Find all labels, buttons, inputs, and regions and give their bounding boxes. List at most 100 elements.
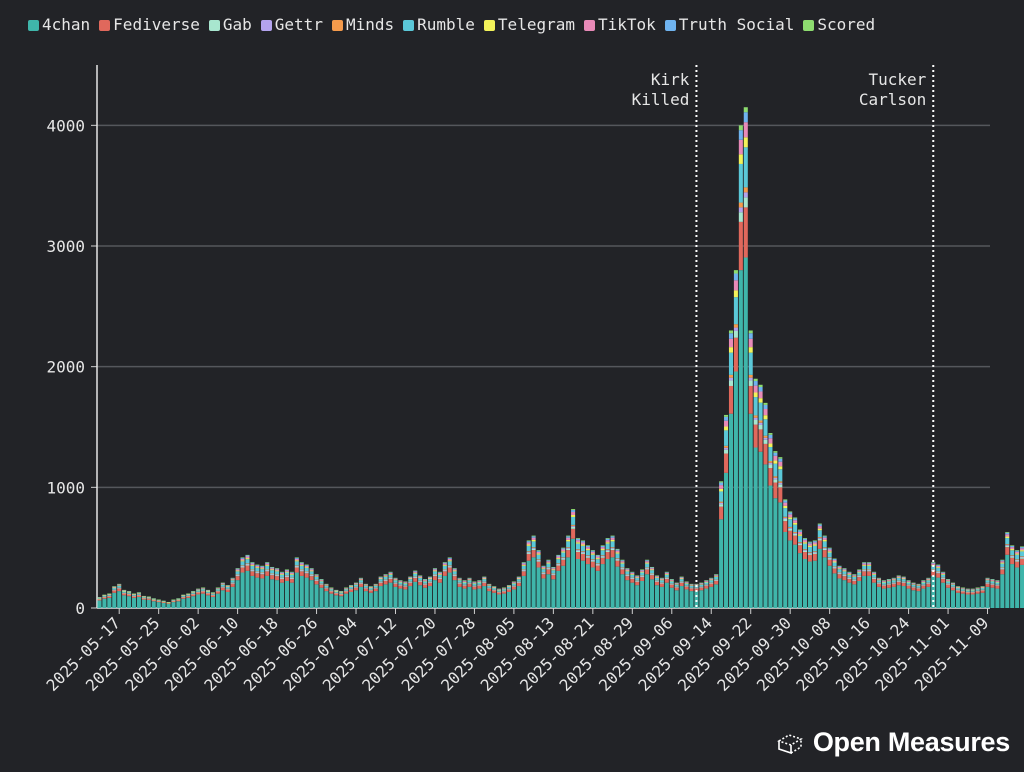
legend-item-minds[interactable]: Minds: [331, 14, 394, 36]
bar-segment-gab: [630, 578, 635, 580]
bar-segment-scored: [689, 583, 694, 585]
bar-segment-4chan: [363, 591, 368, 608]
bar-segment-scored: [304, 564, 309, 566]
bar-segment-scored: [541, 565, 546, 567]
bar-segment-4chan: [773, 498, 778, 608]
bar-segment-scored: [605, 538, 610, 539]
bar-segment-truth-social: [728, 333, 734, 339]
bar-segment-scored: [492, 586, 497, 587]
bar-segment-scored: [477, 580, 482, 581]
legend-item-truth-social[interactable]: Truth Social: [664, 14, 794, 36]
bar-segment-gab: [778, 484, 783, 488]
bar-segment-telegram: [911, 584, 916, 585]
bar-segment-telegram: [447, 560, 452, 562]
bar-segment-telegram: [324, 585, 329, 586]
bar-segment-gettr: [408, 581, 413, 583]
bar-segment-4chan: [284, 580, 289, 608]
bar-segment-tiktok: [294, 558, 299, 561]
bar-segment-fediverse: [980, 590, 985, 593]
legend-item-scored[interactable]: Scored: [803, 14, 875, 36]
bar-segment-truth-social: [699, 582, 704, 584]
bar-segment-4chan: [205, 595, 211, 608]
bar-segment-fediverse: [640, 577, 645, 581]
bar-segment-telegram: [210, 593, 215, 594]
legend-item-telegram[interactable]: Telegram: [483, 14, 575, 36]
bar-segment-rumble: [482, 579, 487, 582]
bar-segment-tiktok: [595, 556, 600, 559]
bar-segment-truth-social: [783, 500, 788, 503]
bar-segment-rumble: [294, 561, 299, 566]
bar-segment-gettr: [358, 582, 363, 584]
bar-segment-rumble: [487, 585, 492, 588]
bar-segment-gab: [284, 576, 289, 578]
bar-segment-gettr: [546, 567, 551, 569]
bar-segment-gettr: [551, 573, 556, 575]
bar-segment-gettr: [901, 581, 906, 583]
bar-segment-4chan: [1000, 574, 1005, 608]
bar-segment-truth-social: [881, 580, 886, 582]
bar-segment-4chan: [590, 567, 595, 608]
legend-item-4chan[interactable]: 4chan: [28, 14, 90, 36]
bar-segment-minds: [393, 582, 398, 584]
bar-segment-tiktok: [279, 572, 285, 574]
bar-segment-fediverse: [719, 506, 724, 520]
bar-segment-scored: [378, 576, 383, 578]
legend-label: Telegram: [497, 15, 575, 34]
bar-segment-scored: [733, 270, 738, 274]
bar-segment-tiktok: [650, 568, 655, 570]
bar-segment-scored: [191, 591, 196, 592]
legend-item-gab[interactable]: Gab: [208, 14, 252, 36]
bar-segment-gettr: [615, 558, 620, 560]
bar-segment-tiktok: [719, 485, 724, 489]
bar-segment-minds: [640, 575, 645, 577]
bar-segment-tiktok: [122, 590, 127, 591]
bar-segment-scored: [299, 562, 304, 563]
bar-segment-gettr: [768, 462, 773, 465]
bar-segment-telegram: [595, 558, 600, 560]
bar-segment-scored: [881, 580, 886, 581]
bar-segment-tiktok: [107, 593, 112, 595]
bar-segment-scored: [901, 576, 906, 578]
bar-segment-minds: [215, 590, 220, 592]
bar-segment-minds: [107, 595, 112, 597]
bar-segment-scored: [289, 571, 294, 573]
bar-segment-minds: [886, 583, 891, 585]
bar-segment-minds: [299, 569, 304, 570]
bar-segment-tiktok: [768, 438, 773, 444]
bar-segment-gettr: [709, 582, 714, 584]
legend-item-tiktok[interactable]: TikTok: [583, 14, 656, 36]
bar-segment-gab: [1005, 545, 1010, 548]
bar-segment-scored: [950, 582, 956, 584]
legend-item-gettr[interactable]: Gettr: [260, 14, 323, 36]
bar-segment-fediverse: [600, 557, 605, 565]
bar-segment-fediverse: [817, 540, 822, 549]
bar-segment-telegram: [156, 600, 161, 601]
bar-segment-telegram: [186, 594, 191, 595]
bar-segment-rumble: [215, 589, 220, 591]
bar-segment-scored: [748, 330, 753, 334]
bar-segment-fediverse: [576, 552, 581, 560]
bar-segment-minds: [437, 577, 442, 579]
bar-segment-truth-social: [541, 566, 546, 568]
bar-segment-rumble: [605, 543, 610, 550]
bar-segment-scored: [911, 582, 916, 584]
bar-segment-scored: [1000, 559, 1005, 561]
legend-item-rumble[interactable]: Rumble: [403, 14, 475, 36]
bar-segment-tiktok: [319, 579, 324, 581]
bar-segment-telegram: [191, 592, 196, 593]
bar-segment-4chan: [669, 587, 674, 608]
legend-item-fediverse[interactable]: Fediverse: [99, 14, 200, 36]
bar-segment-telegram: [960, 588, 965, 590]
bar-segment-gettr: [511, 585, 516, 587]
bar-segment-gab: [842, 575, 847, 577]
bar-segment-rumble: [674, 584, 679, 587]
bar-segment-tiktok: [225, 585, 230, 587]
bar-segment-gettr: [605, 549, 610, 551]
bar-segment-minds: [166, 602, 171, 604]
bar-segment-tiktok: [862, 563, 867, 565]
bar-segment-telegram: [733, 290, 738, 298]
bar-segment-4chan: [1005, 554, 1010, 608]
bar-segment-rumble: [220, 584, 225, 587]
bar-segment-scored: [1005, 531, 1010, 533]
bar-segment-telegram: [679, 578, 684, 580]
